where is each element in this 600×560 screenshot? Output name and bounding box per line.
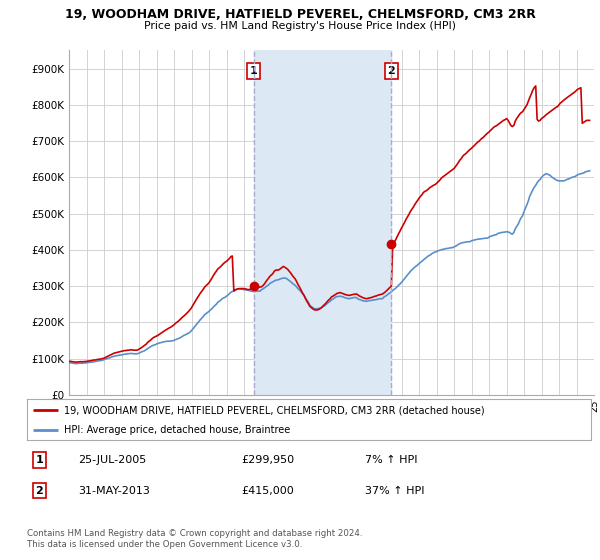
Text: Price paid vs. HM Land Registry's House Price Index (HPI): Price paid vs. HM Land Registry's House … [144,21,456,31]
Text: Contains HM Land Registry data © Crown copyright and database right 2024.
This d: Contains HM Land Registry data © Crown c… [27,529,362,549]
Text: £415,000: £415,000 [241,486,294,496]
Text: 1: 1 [35,455,43,465]
Text: 25-JUL-2005: 25-JUL-2005 [78,455,146,465]
Text: 1: 1 [250,66,257,76]
Text: 31-MAY-2013: 31-MAY-2013 [78,486,149,496]
Text: 2: 2 [388,66,395,76]
Text: 7% ↑ HPI: 7% ↑ HPI [365,455,418,465]
Text: 2: 2 [35,486,43,496]
Text: £299,950: £299,950 [241,455,295,465]
Text: HPI: Average price, detached house, Braintree: HPI: Average price, detached house, Brai… [64,424,290,435]
Bar [254,50,391,395]
Text: 19, WOODHAM DRIVE, HATFIELD PEVEREL, CHELMSFORD, CM3 2RR (detached house): 19, WOODHAM DRIVE, HATFIELD PEVEREL, CHE… [64,405,484,415]
Text: 19, WOODHAM DRIVE, HATFIELD PEVEREL, CHELMSFORD, CM3 2RR: 19, WOODHAM DRIVE, HATFIELD PEVEREL, CHE… [65,8,535,21]
Text: 37% ↑ HPI: 37% ↑ HPI [365,486,425,496]
